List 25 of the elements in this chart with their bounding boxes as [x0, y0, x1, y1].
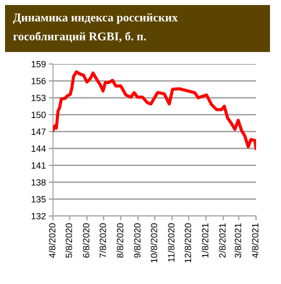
x-tick-label: 4/8/2021	[252, 223, 258, 258]
y-tick-label: 147	[32, 128, 46, 135]
y-tick-label: 135	[32, 196, 46, 202]
x-tick-label: 2/8/2021	[218, 223, 226, 258]
y-tick-label: 156	[32, 78, 46, 84]
line-series	[53, 70, 256, 150]
x-tick-label: 7/8/2020	[99, 223, 106, 258]
x-tick-label: 5/8/2020	[65, 223, 72, 258]
y-tick-label: 153	[32, 94, 46, 102]
x-tick-label: 6/8/2020	[82, 223, 90, 258]
y-tick-label: 159	[32, 60, 46, 68]
chart-title: Динамика индекса российских гособлигаций RGBI, б. п.	[13, 13, 178, 42]
x-tick-label: 1/8/2021	[202, 223, 208, 258]
x-tick-label: 4/8/2020	[48, 223, 56, 258]
x-tick-label: 12/8/2020	[184, 223, 192, 262]
x-tick-label: 11/8/2020	[168, 223, 174, 262]
y-tick-label: 144	[32, 146, 46, 152]
y-tick-label: 150	[32, 112, 46, 118]
y-tick-label: 138	[32, 179, 46, 186]
x-tick-label: 8/8/2020	[116, 223, 124, 258]
x-tick-label: 3/8/2021	[234, 223, 242, 258]
y-tick-label: 132	[32, 212, 46, 220]
y-tick-label: 141	[32, 162, 46, 169]
x-tick-label: 10/8/2020	[150, 223, 158, 262]
x-tick-label: 9/8/2020	[134, 223, 141, 258]
